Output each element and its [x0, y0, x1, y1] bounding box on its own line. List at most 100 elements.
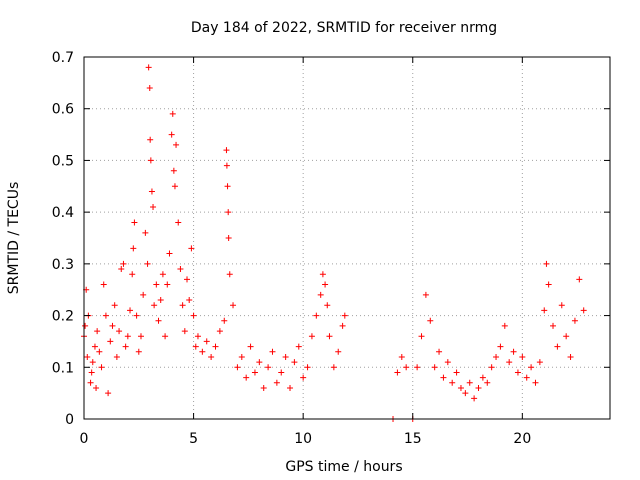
data-point: [111, 302, 118, 309]
data-point: [87, 379, 94, 386]
data-point: [107, 338, 114, 345]
data-point: [203, 338, 210, 345]
data-point: [414, 364, 421, 371]
data-point: [230, 302, 237, 309]
data-point: [199, 348, 206, 355]
data-point: [223, 147, 230, 154]
data-point: [324, 302, 331, 309]
y-tick-label: 0: [65, 412, 74, 428]
data-point: [326, 333, 333, 340]
data-point: [98, 364, 105, 371]
data-point: [82, 322, 89, 329]
data-point: [563, 333, 570, 340]
data-point: [155, 317, 162, 324]
data-point: [225, 209, 232, 216]
data-point: [142, 229, 149, 236]
y-tick-label: 0.4: [52, 205, 74, 221]
data-point: [265, 364, 272, 371]
data-point: [225, 235, 232, 241]
data-point: [251, 369, 258, 376]
data-point: [243, 374, 250, 381]
data-point: [247, 343, 254, 350]
data-point: [118, 266, 125, 273]
data-point: [169, 110, 176, 117]
data-point: [208, 353, 215, 360]
data-point: [300, 374, 307, 381]
data-point: [550, 322, 557, 329]
data-point: [89, 359, 96, 366]
data-point: [124, 333, 131, 340]
data-point: [94, 328, 101, 335]
data-point: [133, 312, 140, 319]
x-tick-label: 10: [294, 431, 312, 447]
data-points: [81, 64, 587, 422]
data-point: [131, 219, 138, 226]
data-point: [91, 343, 98, 350]
data-point: [162, 333, 169, 340]
data-point: [278, 369, 285, 376]
data-point: [173, 141, 180, 148]
data-point: [403, 364, 410, 371]
data-point: [168, 131, 175, 138]
data-point: [394, 369, 401, 376]
data-point: [144, 260, 151, 267]
data-point: [194, 333, 201, 340]
data-point: [335, 348, 342, 355]
data-point: [313, 312, 320, 319]
data-point: [453, 369, 460, 376]
data-point: [223, 162, 230, 169]
data-point: [166, 250, 173, 257]
data-point: [147, 136, 154, 143]
data-point: [129, 271, 136, 278]
data-point: [543, 260, 550, 267]
data-point: [536, 359, 543, 366]
data-point: [256, 359, 263, 366]
data-point: [457, 384, 464, 391]
x-tick-label: 20: [513, 431, 531, 447]
data-point: [422, 291, 429, 298]
data-point: [427, 317, 434, 324]
data-point: [177, 266, 184, 273]
data-point: [109, 322, 116, 329]
y-tick-label: 0.5: [52, 153, 74, 169]
y-tick-label: 0.2: [52, 309, 74, 325]
x-axis-label: GPS time / hours: [285, 459, 402, 475]
data-point: [291, 359, 298, 366]
data-point: [120, 260, 127, 267]
axis-ticks: 0 0.1 0.2 0.3 0.4 0.5 0.6 0.7 0 5 10 15 20: [52, 50, 610, 447]
data-point: [113, 353, 120, 360]
data-point: [130, 245, 137, 252]
data-point: [224, 183, 231, 190]
data-point: [226, 271, 233, 278]
data-point: [475, 384, 482, 391]
y-tick-label: 0.7: [52, 50, 74, 66]
y-tick-label: 0.6: [52, 102, 74, 118]
data-point: [510, 348, 517, 355]
data-point: [567, 353, 574, 360]
data-point: [532, 379, 539, 386]
data-point: [146, 85, 153, 92]
data-point: [273, 379, 280, 386]
data-point: [148, 188, 155, 195]
data-point: [501, 322, 508, 329]
data-point: [528, 364, 535, 371]
data-point: [93, 384, 100, 391]
data-point: [519, 353, 526, 360]
data-point: [282, 353, 289, 360]
data-point: [484, 379, 491, 386]
data-point: [137, 333, 144, 340]
data-point: [541, 307, 548, 314]
x-tick-label: 0: [80, 431, 89, 447]
data-point: [216, 328, 223, 335]
data-point: [147, 157, 154, 164]
y-axis-label: SRMTID / TECUs: [6, 182, 22, 295]
data-point: [192, 343, 199, 350]
data-point: [436, 348, 443, 355]
data-point: [322, 281, 329, 288]
data-point: [238, 353, 245, 360]
data-point: [462, 390, 469, 397]
data-point: [140, 291, 147, 298]
data-point: [190, 312, 197, 319]
data-point: [287, 384, 294, 391]
